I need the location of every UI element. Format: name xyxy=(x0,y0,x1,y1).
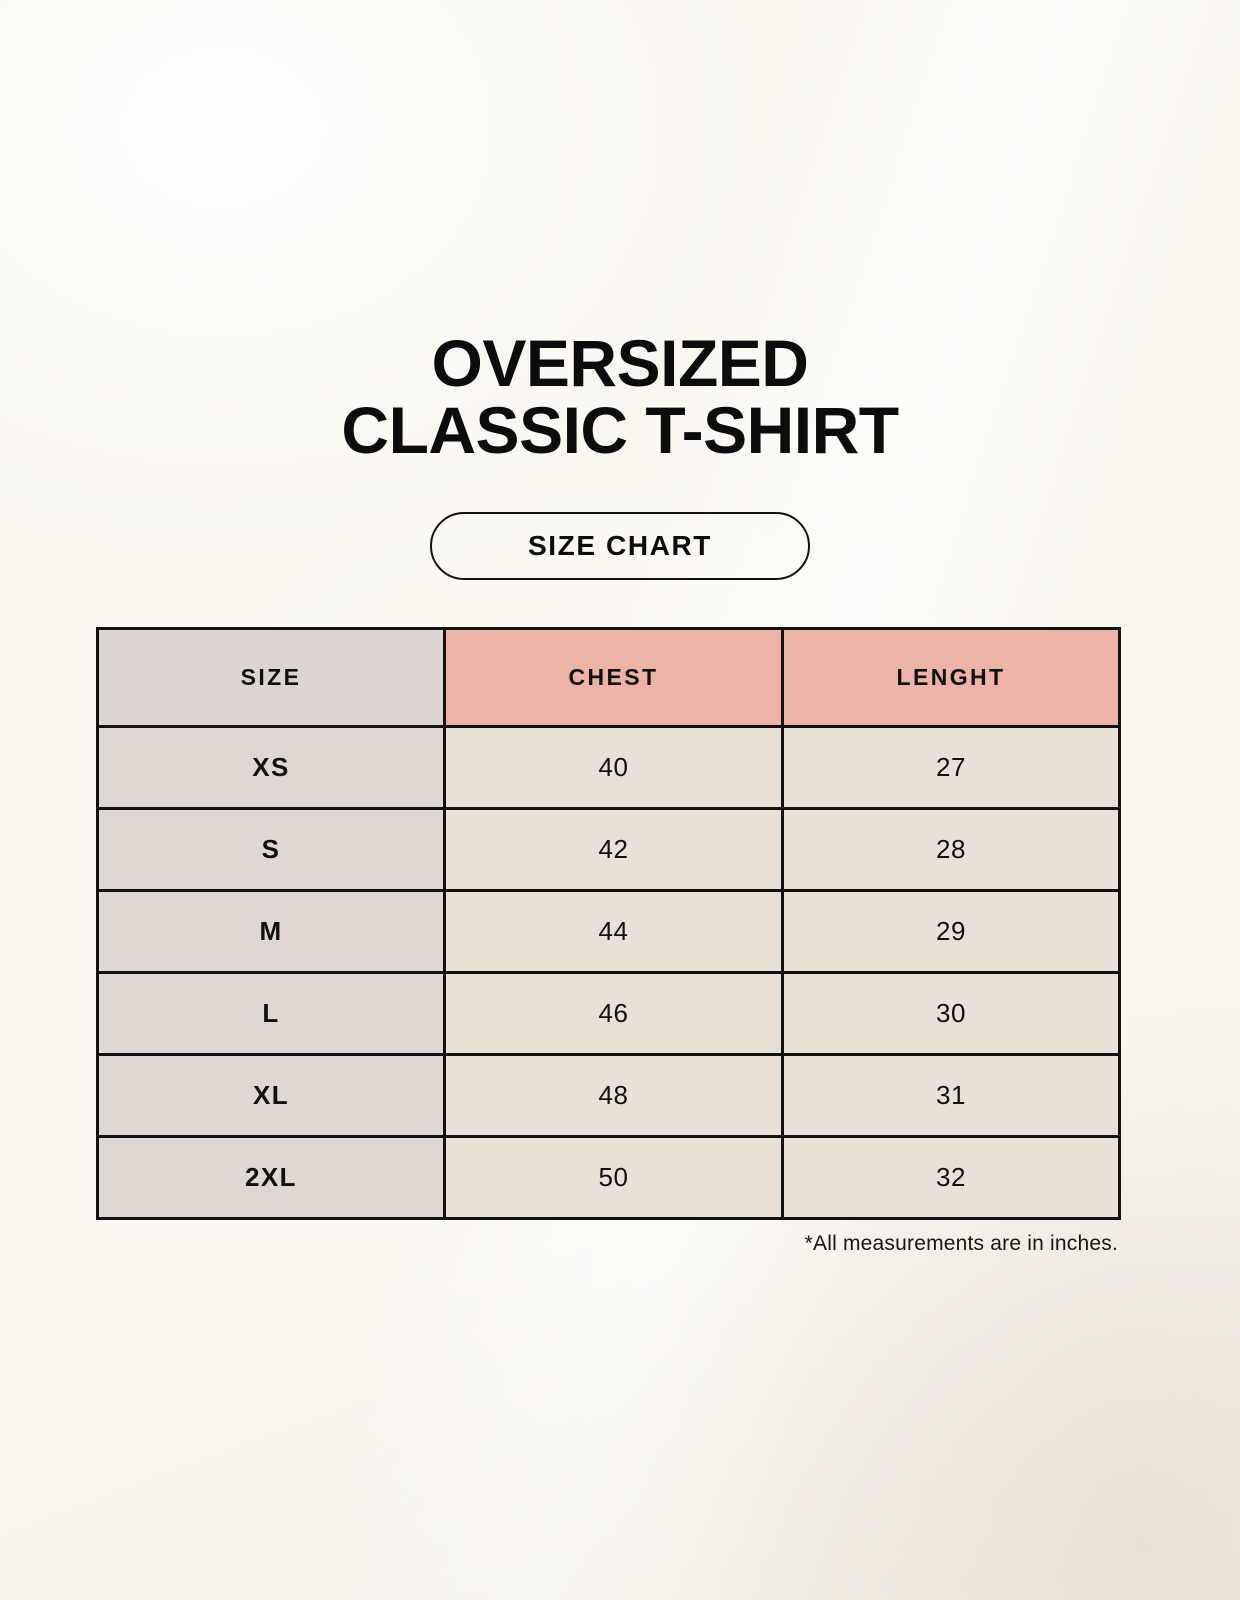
table-row: L 46 30 xyxy=(96,971,1121,1056)
cell-length: 32 xyxy=(781,1135,1121,1220)
measurements-footnote: *All measurements are in inches. xyxy=(804,1232,1118,1255)
cell-size: M xyxy=(96,889,446,974)
table-row: M 44 29 xyxy=(96,889,1121,974)
cell-length: 31 xyxy=(781,1053,1121,1138)
table-header: SIZE CHEST LENGHT xyxy=(96,627,1121,728)
cell-chest: 42 xyxy=(443,807,784,892)
column-header-chest: CHEST xyxy=(443,627,784,728)
table-row: 2XL 50 32 xyxy=(96,1135,1121,1220)
column-header-size: SIZE xyxy=(96,627,446,728)
cell-length: 27 xyxy=(781,725,1121,810)
cell-chest: 48 xyxy=(443,1053,784,1138)
table-header-row: SIZE CHEST LENGHT xyxy=(96,627,1121,728)
cell-size: S xyxy=(96,807,446,892)
column-header-length: LENGHT xyxy=(781,627,1121,728)
title-line-1: OVERSIZED xyxy=(431,326,809,400)
cell-chest: 46 xyxy=(443,971,784,1056)
cell-length: 30 xyxy=(781,971,1121,1056)
size-chart-badge: SIZE CHART xyxy=(430,512,810,580)
cell-length: 29 xyxy=(781,889,1121,974)
cell-size: 2XL xyxy=(96,1135,446,1220)
table-row: XL 48 31 xyxy=(96,1053,1121,1138)
page-title: OVERSIZED CLASSIC T-SHIRT xyxy=(0,326,1240,468)
size-table-container: SIZE CHEST LENGHT XS 40 27 S 42 28 M xyxy=(96,627,1121,1220)
cell-chest: 50 xyxy=(443,1135,784,1220)
size-chart-table: SIZE CHEST LENGHT XS 40 27 S 42 28 M xyxy=(96,627,1121,1220)
cell-size: L xyxy=(96,971,446,1056)
table-row: XS 40 27 xyxy=(96,725,1121,810)
cell-length: 28 xyxy=(781,807,1121,892)
table-row: S 42 28 xyxy=(96,807,1121,892)
cell-size: XL xyxy=(96,1053,446,1138)
cell-chest: 44 xyxy=(443,889,784,974)
table-body: XS 40 27 S 42 28 M 44 29 L 46 30 xyxy=(96,725,1121,1220)
title-line-2: CLASSIC T-SHIRT xyxy=(341,393,899,468)
cell-size: XS xyxy=(96,725,446,810)
cell-chest: 40 xyxy=(443,725,784,810)
badge-row: SIZE CHART xyxy=(0,512,1240,580)
